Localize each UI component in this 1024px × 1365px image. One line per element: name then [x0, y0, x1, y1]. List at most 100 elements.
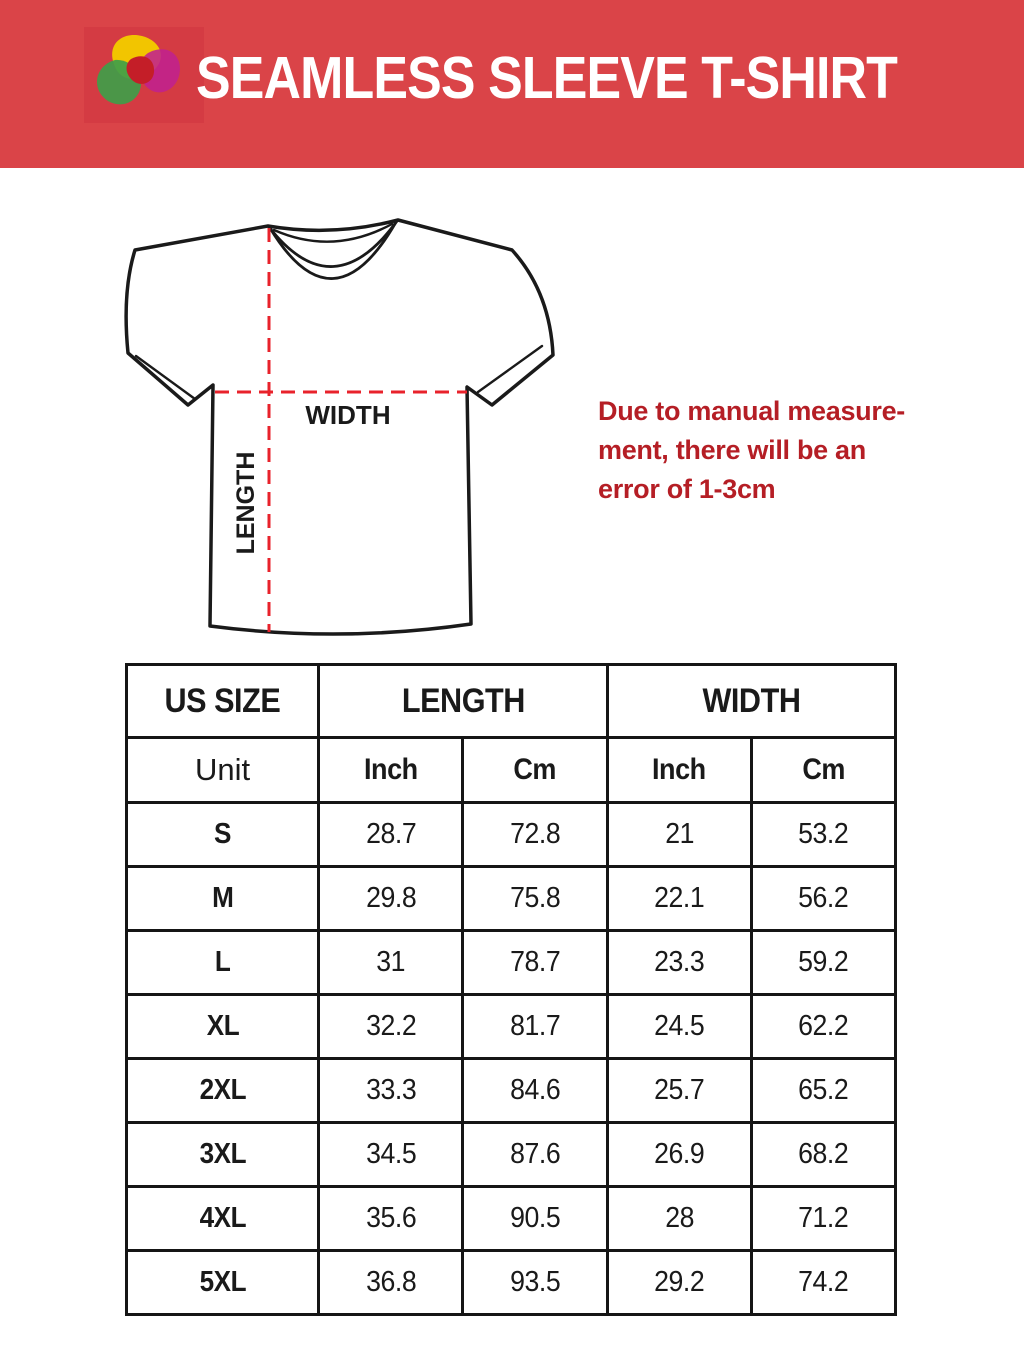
value: 90.5: [509, 1202, 561, 1234]
value: 93.5: [509, 1266, 561, 1298]
col-header-label: US SIZE: [164, 681, 281, 720]
value-cell: 59.2: [749, 929, 898, 996]
width-label: WIDTH: [305, 400, 390, 430]
value-cell: 93.5: [461, 1249, 609, 1316]
value: 25.7: [654, 1074, 705, 1106]
table-header-row: US SIZE LENGTH WIDTH: [124, 663, 898, 739]
tshirt-diagram: WIDTH LENGTH: [100, 180, 600, 660]
value: 81.7: [509, 1010, 561, 1042]
value: 26.9: [654, 1138, 705, 1170]
value: 21: [664, 818, 694, 850]
unit-header-row: Unit Inch Cm Inch Cm: [124, 736, 898, 804]
size-cell: XL: [124, 993, 321, 1060]
value-cell: 22.1: [605, 865, 753, 932]
tshirt-drawing: WIDTH LENGTH: [124, 218, 555, 636]
value-cell: 36.8: [317, 1249, 465, 1316]
col-header-width: WIDTH: [605, 663, 898, 739]
sleeve-cuff-stitch-right: [476, 344, 544, 394]
value-cell: 72.8: [461, 801, 609, 868]
unit-label: Inch: [363, 753, 418, 786]
value-cell: 65.2: [749, 1057, 898, 1124]
value: 22.1: [654, 882, 705, 914]
col-header-label: LENGTH: [401, 681, 525, 720]
value-cell: 81.7: [461, 993, 609, 1060]
value: 53.2: [798, 818, 849, 850]
size-label: L: [214, 946, 231, 978]
size-row-2xl: 2XL 33.3 84.6 25.7 65.2: [124, 1057, 898, 1124]
value-cell: 32.2: [317, 993, 465, 1060]
value-cell: 34.5: [317, 1121, 465, 1188]
note-line: Due to manual measure-: [598, 396, 905, 426]
unit-cell: Inch: [317, 736, 465, 804]
size-row-3xl: 3XL 34.5 87.6 26.9 68.2: [124, 1121, 898, 1188]
value: 78.7: [509, 946, 561, 978]
size-label: 4XL: [199, 1202, 246, 1234]
size-cell: 2XL: [124, 1057, 321, 1124]
col-header-us-size: US SIZE: [124, 663, 321, 739]
value: 28.7: [365, 818, 417, 850]
value: 56.2: [798, 882, 849, 914]
value-cell: 84.6: [461, 1057, 609, 1124]
size-row-xl: XL 32.2 81.7 24.5 62.2: [124, 993, 898, 1060]
value: 75.8: [509, 882, 561, 914]
value-cell: 26.9: [605, 1121, 753, 1188]
size-label: XL: [206, 1010, 239, 1042]
value: 36.8: [365, 1266, 417, 1298]
value: 35.6: [365, 1202, 417, 1234]
value-cell: 23.3: [605, 929, 753, 996]
unit-cell: Inch: [605, 736, 753, 804]
value-cell: 75.8: [461, 865, 609, 932]
value: 24.5: [654, 1010, 705, 1042]
value-cell: 53.2: [749, 801, 898, 868]
size-cell: M: [124, 865, 321, 932]
length-label: LENGTH: [232, 452, 260, 555]
size-row-s: S 28.7 72.8 21 53.2: [124, 801, 898, 868]
value: 33.3: [365, 1074, 417, 1106]
value: 87.6: [509, 1138, 561, 1170]
collar-inner-line: [267, 219, 399, 268]
value: 59.2: [798, 946, 849, 978]
value: 29.2: [654, 1266, 705, 1298]
value-cell: 31: [317, 929, 465, 996]
value: 23.3: [654, 946, 705, 978]
value: 74.2: [798, 1266, 849, 1298]
value-cell: 68.2: [749, 1121, 898, 1188]
collar-seam-line: [268, 220, 398, 280]
value-cell: 62.2: [749, 993, 898, 1060]
size-row-5xl: 5XL 36.8 93.5 29.2 74.2: [124, 1249, 898, 1316]
unit-label: Cm: [802, 753, 845, 786]
size-label: 5XL: [199, 1266, 246, 1298]
value-cell: 28: [605, 1185, 753, 1252]
value: 71.2: [798, 1202, 849, 1234]
value-cell: 74.2: [749, 1249, 898, 1316]
unit-cell: Unit: [124, 736, 321, 804]
measurement-note: Due to manual measure- ment, there will …: [598, 392, 968, 509]
tshirt-outline: [124, 218, 555, 636]
value-cell: 24.5: [605, 993, 753, 1060]
size-row-l: L 31 78.7 23.3 59.2: [124, 929, 898, 996]
unit-cell: Cm: [461, 736, 609, 804]
size-row-4xl: 4XL 35.6 90.5 28 71.2: [124, 1185, 898, 1252]
value: 31: [376, 946, 406, 978]
value: 65.2: [798, 1074, 849, 1106]
unit-label: Inch: [652, 753, 707, 786]
value: 84.6: [509, 1074, 561, 1106]
size-cell: 5XL: [124, 1249, 321, 1316]
col-header-label: WIDTH: [702, 681, 801, 720]
size-label: S: [214, 818, 232, 850]
value-cell: 29.2: [605, 1249, 753, 1316]
value-cell: 78.7: [461, 929, 609, 996]
value: 34.5: [365, 1138, 417, 1170]
value-cell: 71.2: [749, 1185, 898, 1252]
note-line: error of 1-3cm: [598, 474, 776, 504]
value: 62.2: [798, 1010, 849, 1042]
note-line: ment, there will be an: [598, 435, 866, 465]
size-cell: L: [124, 929, 321, 996]
value-cell: 28.7: [317, 801, 465, 868]
value-cell: 29.8: [317, 865, 465, 932]
size-cell: 3XL: [124, 1121, 321, 1188]
page-title: SEAMLESS SLEEVE T-SHIRT: [196, 45, 898, 111]
size-cell: 4XL: [124, 1185, 321, 1252]
value-cell: 90.5: [461, 1185, 609, 1252]
size-label: 2XL: [199, 1074, 246, 1106]
